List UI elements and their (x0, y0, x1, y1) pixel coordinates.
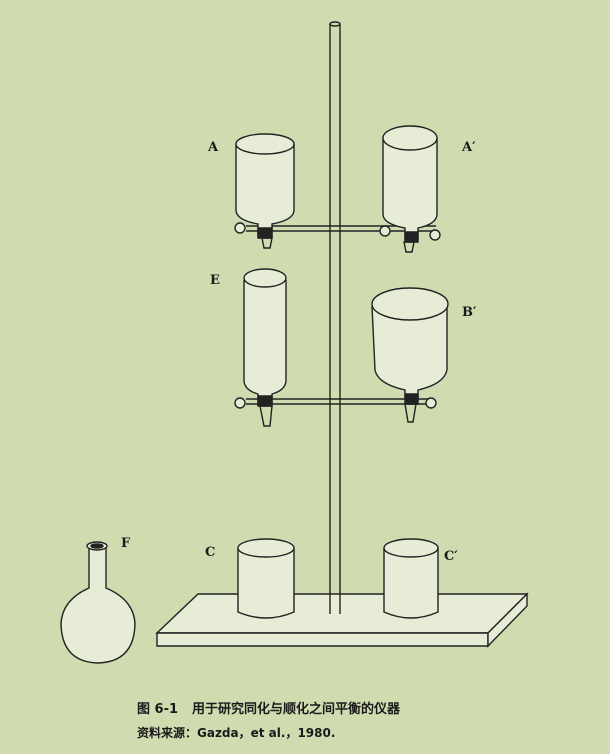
beaker-c-prime (383, 538, 439, 619)
beaker-c (237, 538, 295, 619)
label-c: C (205, 545, 215, 560)
vessel-a (235, 133, 295, 249)
figure-title: 用于研究同化与顺化之间平衡的仪器 (192, 702, 401, 717)
flask-f (60, 541, 136, 664)
label-c-prime: C′ (444, 549, 458, 564)
vessel-a-prime (382, 125, 438, 253)
figure-caption: 图 6-1 用于研究同化与顺化之间平衡的仪器 (137, 698, 400, 717)
upper-crossbar (234, 222, 441, 241)
vessel-e (243, 268, 287, 427)
label-e: E (210, 273, 220, 288)
vessel-b-prime (371, 287, 449, 423)
label-a-prime: A′ (461, 140, 476, 155)
lower-crossbar (234, 397, 437, 409)
label-a: A (207, 140, 219, 155)
base-board (155, 592, 529, 648)
label-f: F (121, 536, 131, 551)
label-b-prime: B′ (462, 305, 477, 320)
figure-source: 资料来源：Gazda，et al.，1980. (137, 726, 336, 740)
figure-number: 图 6-1 (137, 702, 179, 717)
vertical-rod (329, 21, 341, 614)
